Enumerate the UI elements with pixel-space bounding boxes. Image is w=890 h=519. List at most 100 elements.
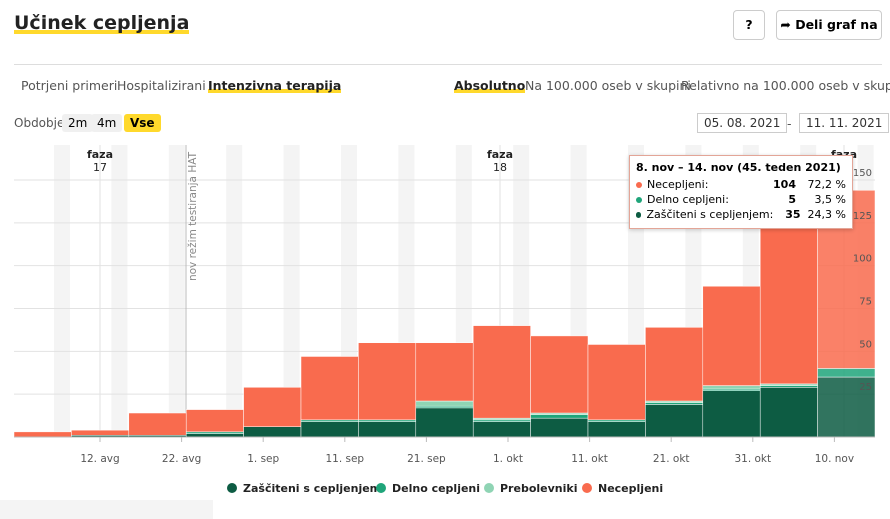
tooltip-row: Delno cepljeni: 5 3,5 % bbox=[636, 193, 846, 206]
y-tick-label: 50 bbox=[859, 339, 872, 350]
bar-segment bbox=[759, 385, 818, 388]
bar-segment bbox=[530, 417, 589, 438]
period-label: Obdobje bbox=[14, 116, 65, 130]
phase-label: faza bbox=[487, 148, 513, 161]
x-tick-label: 11. sep bbox=[325, 453, 364, 465]
bar-segment bbox=[472, 419, 531, 422]
period-option[interactable]: 2m bbox=[62, 114, 94, 132]
legend-swatch bbox=[484, 483, 494, 493]
x-tick-label: 21. sep bbox=[407, 453, 446, 465]
weekend-stripe bbox=[168, 145, 185, 437]
mode[interactable]: Absolutno bbox=[454, 78, 526, 93]
legend-swatch bbox=[582, 483, 592, 493]
mode[interactable]: Na 100.000 oseb v skupini bbox=[525, 78, 691, 93]
bar-segment bbox=[702, 385, 761, 390]
bar-segment bbox=[358, 342, 417, 421]
bar-segment bbox=[759, 387, 818, 438]
share-icon: ➦ bbox=[780, 17, 796, 32]
period-option[interactable]: 4m bbox=[91, 114, 123, 132]
footer-box bbox=[0, 500, 213, 519]
y-tick-label: 75 bbox=[859, 297, 872, 308]
y-tick-label: 100 bbox=[853, 254, 872, 265]
bar-segment bbox=[71, 429, 130, 436]
share-button[interactable]: ➦ Deli graf na bbox=[776, 10, 882, 40]
tooltip-dot bbox=[636, 181, 642, 188]
bar-segment bbox=[300, 356, 359, 421]
legend-swatch bbox=[227, 483, 237, 493]
tooltip-title: 8. nov – 14. nov (45. teden 2021) bbox=[636, 161, 841, 174]
date-dash: - bbox=[787, 116, 792, 131]
x-tick-label: 31. okt bbox=[734, 453, 771, 465]
bar-segment bbox=[530, 335, 589, 414]
bar-segment bbox=[358, 419, 417, 422]
tooltip-value: 104 bbox=[773, 178, 796, 191]
tooltip-value: 35 bbox=[785, 208, 801, 221]
bar-segment bbox=[128, 412, 187, 436]
legend-label: Delno cepljeni bbox=[392, 482, 480, 495]
weekend-stripe bbox=[226, 145, 243, 437]
bar-segment bbox=[587, 419, 646, 422]
x-tick-label: 12. avg bbox=[80, 453, 119, 465]
period-option[interactable]: Vse bbox=[124, 114, 161, 132]
bar-segment bbox=[185, 433, 244, 438]
tab[interactable]: Intenzivna terapija bbox=[208, 78, 342, 93]
x-tick-label: 1. sep bbox=[247, 453, 279, 465]
bar-segment bbox=[530, 414, 589, 419]
tooltip-dot bbox=[636, 211, 642, 218]
tooltip-label: Necepljeni: bbox=[647, 178, 709, 191]
tooltip-percent: 24,3 % bbox=[807, 208, 846, 221]
weekend-stripe bbox=[111, 145, 128, 437]
bar-segment bbox=[415, 400, 474, 407]
tooltip-row: Zaščiteni s cepljenjem: 35 24,3 % bbox=[636, 208, 846, 221]
tab[interactable]: Hospitalizirani bbox=[117, 78, 206, 93]
y-tick-label: 25 bbox=[859, 382, 872, 393]
x-tick-label: 10. nov bbox=[815, 453, 854, 465]
tooltip: 8. nov – 14. nov (45. teden 2021) Necepl… bbox=[629, 155, 853, 229]
page-title: Učinek cepljenja bbox=[14, 12, 190, 34]
bar-segment bbox=[415, 342, 474, 402]
chart: nov režim testiranja HATfaza17faza18faza… bbox=[13, 145, 876, 495]
x-tick-label: 11. okt bbox=[571, 453, 608, 465]
bar-segment bbox=[587, 344, 646, 421]
bar-segment bbox=[472, 325, 531, 419]
bar-segment bbox=[185, 409, 244, 433]
tooltip-percent: 72,2 % bbox=[807, 178, 846, 191]
bar-segment bbox=[645, 402, 704, 405]
tooltip-label: Zaščiteni s cepljenjem: bbox=[646, 208, 774, 221]
tooltip-dot bbox=[636, 196, 642, 203]
bar-segment bbox=[530, 412, 589, 415]
legend-swatch bbox=[376, 483, 386, 493]
share-label: Deli graf na bbox=[795, 17, 878, 32]
regime-label: nov režim testiranja HAT bbox=[187, 151, 199, 281]
weekend-stripe bbox=[54, 145, 70, 437]
bar-segment bbox=[587, 421, 646, 438]
bar-segment bbox=[415, 405, 474, 409]
legend-label: Prebolevniki bbox=[500, 482, 577, 495]
x-tick-label: 21. okt bbox=[653, 453, 690, 465]
bar-segment bbox=[645, 327, 704, 402]
divider bbox=[14, 64, 882, 65]
tooltip-row: Necepljeni: 104 72,2 % bbox=[636, 178, 846, 191]
date-to[interactable]: 11. 11. 2021 bbox=[799, 113, 890, 133]
mode[interactable]: Relativno na 100.000 oseb v skupini bbox=[681, 78, 890, 93]
date-from[interactable]: 05. 08. 2021 bbox=[697, 113, 788, 133]
bar-segment bbox=[358, 421, 417, 438]
bar-segment bbox=[645, 400, 704, 403]
y-tick-label: 125 bbox=[853, 211, 872, 222]
bar-segment bbox=[300, 419, 359, 422]
x-tick-label: 22. avg bbox=[162, 453, 201, 465]
bar-segment bbox=[645, 404, 704, 438]
bar-segment bbox=[472, 417, 531, 421]
bar-segment bbox=[243, 387, 302, 427]
phase-number: 17 bbox=[93, 161, 107, 174]
weekend-stripe bbox=[283, 145, 300, 437]
tab[interactable]: Potrjeni primeri bbox=[21, 78, 118, 93]
phase-number: 18 bbox=[493, 161, 507, 174]
bar-segment bbox=[759, 383, 818, 386]
bar-segment bbox=[185, 431, 244, 434]
tooltip-value: 5 bbox=[788, 193, 796, 206]
bar-segment bbox=[702, 388, 761, 391]
x-tick-label: 1. okt bbox=[493, 453, 523, 465]
help-button[interactable]: ? bbox=[733, 10, 765, 40]
